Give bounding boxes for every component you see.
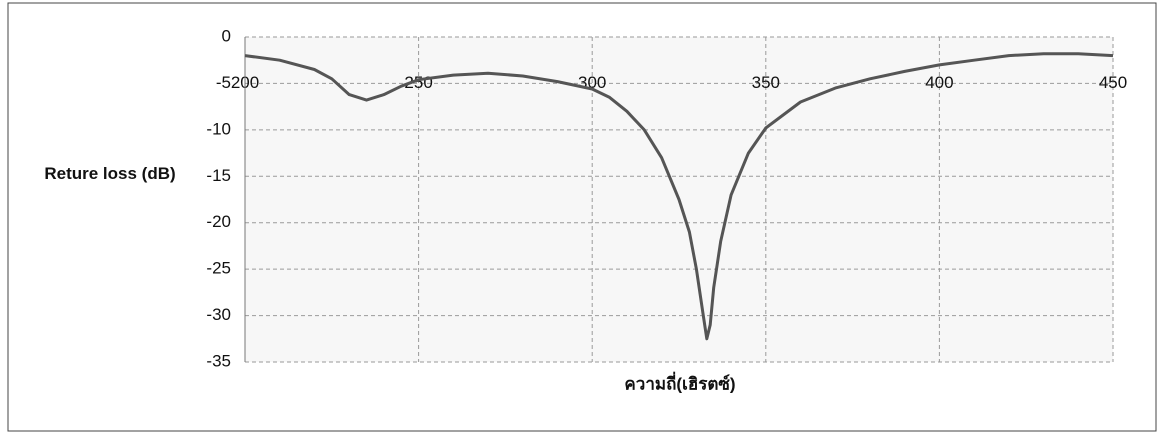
y-tick-label: -15 (206, 166, 231, 185)
x-axis-label: ความถี่(เฮิรตซ์) (624, 371, 735, 393)
frame (7, 2, 1157, 432)
x-tick-label: 450 (1099, 73, 1127, 92)
y-tick-label: -10 (206, 119, 231, 138)
y-axis-label: Reture loss (dB) (44, 164, 176, 183)
y-tick-label: 0 (222, 26, 231, 45)
y-tick-label: -35 (206, 351, 231, 370)
y-tick-label: -5 (216, 73, 231, 92)
x-tick-label: 400 (925, 73, 953, 92)
y-tick-label: -30 (206, 305, 231, 324)
x-tick-label: 350 (752, 73, 780, 92)
y-tick-label: -20 (206, 212, 231, 231)
y-tick-label: -25 (206, 259, 231, 278)
line-series (244, 52, 1114, 341)
